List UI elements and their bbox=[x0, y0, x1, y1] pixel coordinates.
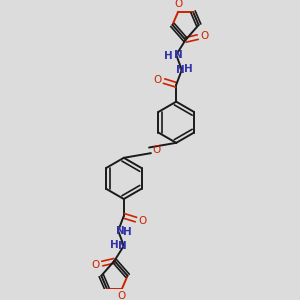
Text: O: O bbox=[200, 31, 208, 41]
Text: N: N bbox=[116, 226, 124, 236]
Text: O: O bbox=[118, 291, 126, 300]
Text: O: O bbox=[153, 75, 162, 85]
Text: O: O bbox=[152, 145, 161, 155]
Text: N: N bbox=[174, 50, 182, 60]
Text: O: O bbox=[174, 0, 182, 9]
Text: O: O bbox=[138, 215, 147, 226]
Text: O: O bbox=[92, 260, 100, 269]
Text: H: H bbox=[164, 51, 173, 61]
Text: N: N bbox=[118, 241, 126, 251]
Text: N: N bbox=[176, 65, 184, 75]
Text: H: H bbox=[123, 227, 132, 237]
Text: H: H bbox=[184, 64, 193, 74]
Text: H: H bbox=[110, 240, 119, 250]
